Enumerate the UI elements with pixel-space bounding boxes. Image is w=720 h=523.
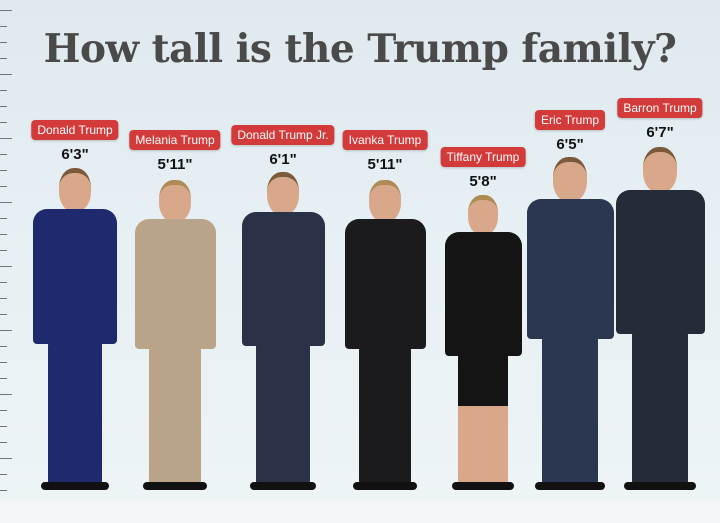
torso bbox=[444, 232, 522, 356]
ruler-tick bbox=[0, 362, 7, 363]
height-ruler bbox=[0, 0, 14, 523]
shoes bbox=[452, 482, 514, 490]
ruler-tick bbox=[0, 314, 7, 315]
shoes bbox=[142, 482, 208, 490]
name-label: Melania Trump bbox=[129, 130, 221, 150]
height-value: 5'11" bbox=[157, 156, 193, 173]
head bbox=[369, 180, 401, 222]
legs bbox=[458, 353, 508, 484]
height-value: 6'5" bbox=[556, 136, 584, 153]
torso bbox=[526, 199, 614, 339]
shoes bbox=[249, 482, 317, 490]
legs bbox=[48, 342, 102, 484]
name-label: Donald Trump bbox=[31, 120, 119, 140]
person-figure bbox=[33, 168, 117, 490]
person-figure bbox=[134, 180, 216, 490]
ruler-tick bbox=[0, 458, 12, 459]
shoes bbox=[41, 482, 109, 490]
name-label: Eric Trump bbox=[534, 110, 606, 130]
head bbox=[468, 195, 498, 235]
ruler-tick bbox=[0, 394, 12, 395]
head bbox=[553, 157, 587, 202]
ruler-tick bbox=[0, 298, 7, 299]
head bbox=[267, 172, 299, 215]
height-value: 6'1" bbox=[269, 151, 297, 168]
ruler-tick bbox=[0, 410, 7, 411]
ruler-tick bbox=[0, 218, 7, 219]
ruler-tick bbox=[0, 170, 7, 171]
torso bbox=[33, 209, 117, 345]
torso bbox=[134, 219, 216, 350]
ruler-tick bbox=[0, 186, 7, 187]
legs bbox=[149, 347, 201, 484]
height-value: 5'8" bbox=[469, 173, 497, 190]
ruler-tick bbox=[0, 202, 12, 203]
legs bbox=[256, 343, 310, 484]
name-label: Tiffany Trump bbox=[440, 147, 526, 167]
legs bbox=[542, 336, 598, 484]
ruler-tick bbox=[0, 442, 7, 443]
shoes bbox=[624, 482, 696, 490]
person-figure bbox=[526, 157, 614, 490]
ruler-tick bbox=[0, 282, 7, 283]
ruler-tick bbox=[0, 490, 7, 491]
ruler-tick bbox=[0, 330, 12, 331]
height-value: 6'7" bbox=[646, 124, 674, 141]
ruler-tick bbox=[0, 474, 7, 475]
person-figure bbox=[615, 147, 705, 490]
shoes bbox=[352, 482, 418, 490]
ruler-tick bbox=[0, 154, 7, 155]
legs bbox=[631, 332, 689, 484]
name-label: Donald Trump Jr. bbox=[231, 125, 335, 145]
head bbox=[159, 180, 191, 222]
torso bbox=[241, 212, 325, 346]
ruler-tick bbox=[0, 58, 7, 59]
ruler-tick bbox=[0, 74, 12, 75]
name-label: Ivanka Trump bbox=[342, 130, 428, 150]
height-value: 5'11" bbox=[367, 156, 403, 173]
torso bbox=[615, 190, 705, 335]
head bbox=[58, 168, 92, 212]
page-title: How tall is the Trump family? bbox=[43, 26, 677, 72]
ruler-tick bbox=[0, 250, 7, 251]
person-figure bbox=[344, 180, 426, 490]
legs bbox=[359, 347, 411, 484]
torso bbox=[344, 219, 426, 350]
ruler-tick bbox=[0, 346, 7, 347]
ruler-tick bbox=[0, 106, 7, 107]
person-figure bbox=[444, 195, 522, 490]
ruler-tick bbox=[0, 138, 12, 139]
shoes bbox=[535, 482, 605, 490]
ruler-tick bbox=[0, 122, 7, 123]
head bbox=[642, 147, 678, 193]
ruler-tick bbox=[0, 42, 7, 43]
person-figure bbox=[241, 172, 325, 490]
ruler-tick bbox=[0, 26, 7, 27]
ruler-tick bbox=[0, 426, 7, 427]
height-value: 6'3" bbox=[61, 146, 89, 163]
ruler-tick bbox=[0, 266, 12, 267]
name-label: Barron Trump bbox=[617, 98, 703, 118]
floor-strip bbox=[0, 500, 720, 523]
ruler-tick bbox=[0, 378, 7, 379]
ruler-tick bbox=[0, 10, 12, 11]
ruler-tick bbox=[0, 90, 7, 91]
ruler-tick bbox=[0, 234, 7, 235]
